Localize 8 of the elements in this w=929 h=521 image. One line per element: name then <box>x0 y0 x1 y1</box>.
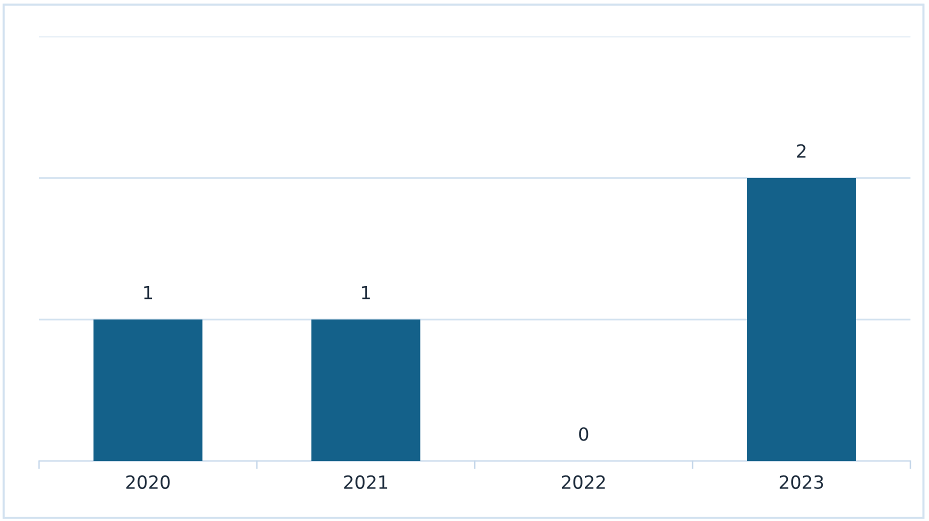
data-label: 0 <box>579 427 588 441</box>
data-label: 2 <box>797 144 806 158</box>
x-tick-label: 2021 <box>344 475 388 489</box>
data-label: 1 <box>144 286 152 300</box>
data-label: 1 <box>362 286 370 300</box>
x-tick-label: 2023 <box>780 475 824 489</box>
x-tick-label: 2020 <box>126 475 170 489</box>
x-tick-label: 2022 <box>562 475 605 489</box>
